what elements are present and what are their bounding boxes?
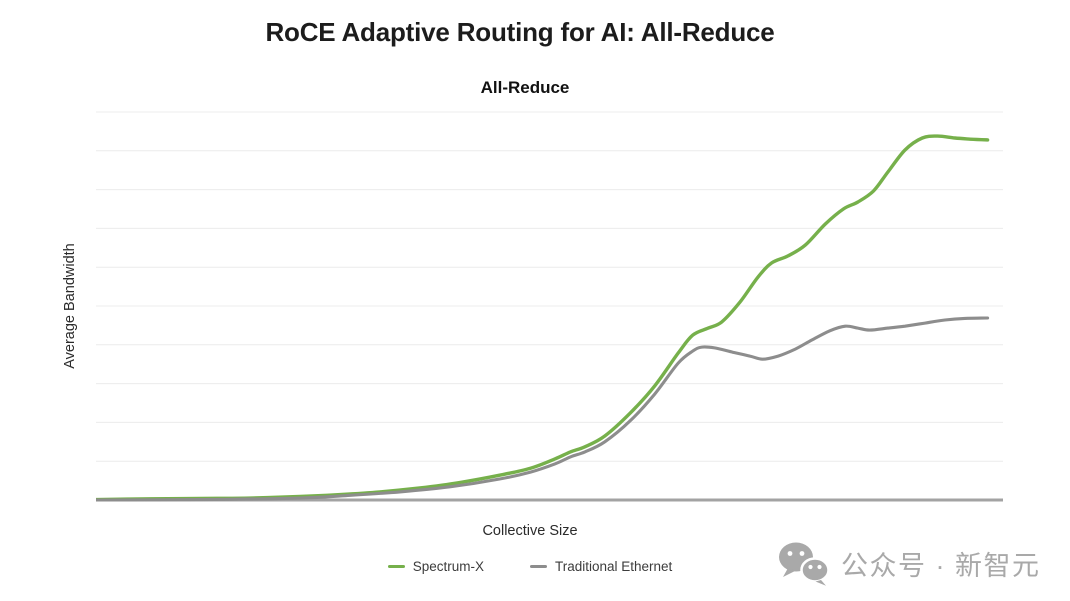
watermark-text: 公众号 · 新智元 (841, 550, 1041, 581)
series-line-spectrum-x (94, 134, 990, 502)
legend-item-spectrum-x: Spectrum-X (387, 559, 484, 574)
spectrum-x-line-swatch (387, 564, 405, 569)
plot-area (94, 110, 1003, 502)
line-chart (94, 111, 1003, 502)
traditional-ethernet-line-swatch (529, 564, 547, 569)
chart-legend: Spectrum-X Traditional Ethernet (0, 559, 1060, 574)
series-line-traditional-ethernet (94, 316, 990, 502)
page-title: RoCE Adaptive Routing for AI: All-Reduce (265, 17, 775, 47)
watermark: 公众号 · 新智元 (777, 538, 1041, 588)
legend-item-traditional-ethernet: Traditional Ethernet (529, 559, 673, 574)
chart-subtitle: All-Reduce (480, 78, 570, 97)
y-axis-label: Average Bandwidth (62, 243, 78, 369)
x-axis-label: Collective Size (482, 523, 578, 539)
legend-label: Traditional Ethernet (554, 559, 673, 574)
legend-label: Spectrum-X (412, 559, 484, 574)
wechat-icon (779, 542, 830, 586)
